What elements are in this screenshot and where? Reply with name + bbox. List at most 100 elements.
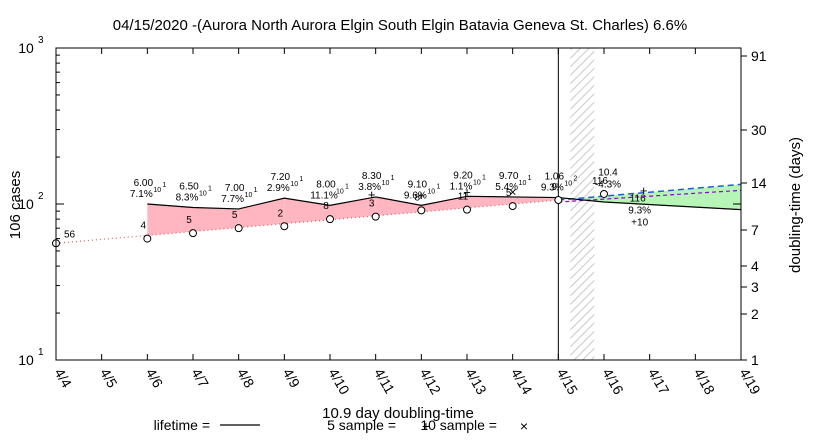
y2-tick-label: 14 xyxy=(751,175,767,191)
case-label: 2 xyxy=(278,208,284,219)
growth-rate: 7.1% xyxy=(130,189,153,200)
doubling-exp: 1 xyxy=(299,176,303,183)
doubling-exp: 2 xyxy=(573,176,577,183)
doubling-exp: 1 xyxy=(254,187,258,194)
case-label: 8 xyxy=(323,201,329,212)
x-tick-label: 4/14 xyxy=(508,366,536,398)
growth-rate: 2.9% xyxy=(267,183,290,194)
doubling-annotation: 6.50 xyxy=(179,181,199,192)
case-label: 5 xyxy=(186,215,192,226)
doubling-annotation: 9.20 xyxy=(453,170,473,181)
legend-5sample-label: 5 sample = xyxy=(327,417,396,433)
doubling-base: 10 xyxy=(153,187,161,194)
y2-tick-label: 4 xyxy=(751,258,759,274)
doubling-annotation: 8.00 xyxy=(316,179,336,190)
legend-10sample-symbol: × xyxy=(520,418,528,434)
case-point xyxy=(554,196,563,205)
y2-tick-label: 2 xyxy=(751,306,759,322)
case-label: 116 xyxy=(592,176,608,187)
doubling-base: 10 xyxy=(199,190,207,197)
chart-title: 04/15/2020 -(Aurora North Aurora Elgin S… xyxy=(113,17,688,34)
x-tick-label: 4/11 xyxy=(371,366,398,397)
y-tick-exp: 3 xyxy=(38,35,44,46)
hatch-band xyxy=(570,48,595,360)
trend-line xyxy=(55,199,559,244)
projection-value: 116 xyxy=(630,193,646,204)
doubling-exp: 1 xyxy=(162,182,166,189)
y-tick-label: 10 xyxy=(18,40,34,56)
doubling-base: 10 xyxy=(519,180,527,187)
fill-band xyxy=(375,196,422,216)
x-tick-label: 4/10 xyxy=(325,366,353,398)
doubling-annotation: 8.30 xyxy=(362,171,382,182)
growth-rate: 3.8% xyxy=(358,182,381,193)
sample5-marker: + xyxy=(368,187,376,202)
projection-next-add: +10 xyxy=(631,217,648,228)
x-tick-label: 4/18 xyxy=(691,366,719,398)
x-tick-label: 4/8 xyxy=(234,366,258,391)
forecast-line xyxy=(558,183,742,201)
doubling-annotation: 7.20 xyxy=(271,172,291,183)
fill-band xyxy=(193,207,239,232)
case-label: 4 xyxy=(141,221,147,232)
y-tick-exp: 2 xyxy=(38,191,44,202)
y-tick-exp: 1 xyxy=(38,347,44,358)
case-label: 3 xyxy=(369,199,375,210)
doubling-base: 10 xyxy=(336,188,344,195)
projection-rate: -4.3% xyxy=(595,179,621,190)
y2-tick-label: 91 xyxy=(751,48,767,64)
doubling-exp: 1 xyxy=(208,185,212,192)
case-point xyxy=(280,222,289,231)
x-tick-label: 4/9 xyxy=(280,366,304,391)
doubling-base: 10 xyxy=(245,192,253,199)
y-axis-label: 106 cases xyxy=(7,171,24,239)
doubling-exp: 1 xyxy=(436,183,440,190)
case-label: 56 xyxy=(64,229,76,240)
fill-band xyxy=(238,198,285,228)
x-tick-label: 4/17 xyxy=(645,366,673,398)
growth-rate: 5.4% xyxy=(495,182,518,193)
doubling-annotation: 7.00 xyxy=(225,183,245,194)
growth-rate: 7.7% xyxy=(221,194,244,205)
doubling-exp: 1 xyxy=(528,175,532,182)
projection-next-rate: 9.3% xyxy=(628,205,651,216)
fill-band xyxy=(512,196,559,204)
y2-tick-label: 30 xyxy=(751,122,767,138)
doubling-annotation: 1.06 xyxy=(545,172,565,183)
fill-band xyxy=(330,196,376,220)
case-point xyxy=(143,234,152,243)
y2-tick-label: 3 xyxy=(751,279,759,295)
x-axis-label: 10.9 day doubling-time xyxy=(322,405,474,422)
growth-rate: 1.1% xyxy=(450,181,473,192)
case-point xyxy=(417,206,426,215)
fill-band xyxy=(421,196,467,212)
fill-band xyxy=(284,198,330,224)
case-label: 8 xyxy=(415,192,421,203)
doubling-base: 10 xyxy=(382,180,390,187)
legend-10sample-label: 10 sample = xyxy=(420,417,497,433)
sample5-marker: + xyxy=(463,184,471,199)
sample5-marker: + xyxy=(640,183,648,198)
doubling-exp: 1 xyxy=(482,174,486,181)
doubling-exp: 1 xyxy=(391,175,395,182)
doubling-annotation: 6.00 xyxy=(134,178,154,189)
x-tick-label: 4/15 xyxy=(554,366,582,398)
x-tick-label: 4/16 xyxy=(599,366,627,398)
fill-band xyxy=(467,196,513,208)
lifetime-line xyxy=(147,195,742,211)
fill-band xyxy=(147,204,193,236)
x-tick-label: 4/7 xyxy=(188,366,212,391)
growth-rate: 9.3% xyxy=(541,183,564,194)
doubling-base: 10 xyxy=(564,181,572,188)
growth-rate: 9.6% xyxy=(404,190,427,201)
doubling-annotation: 9.10 xyxy=(408,179,428,190)
x-tick-label: 4/19 xyxy=(736,366,764,398)
legend-5sample-symbol: + xyxy=(422,418,430,434)
y2-axis-label: doubling-time (days) xyxy=(787,137,804,273)
case-point xyxy=(600,189,608,198)
sample10-marker: × xyxy=(509,184,517,199)
case-label: 11 xyxy=(458,192,469,203)
